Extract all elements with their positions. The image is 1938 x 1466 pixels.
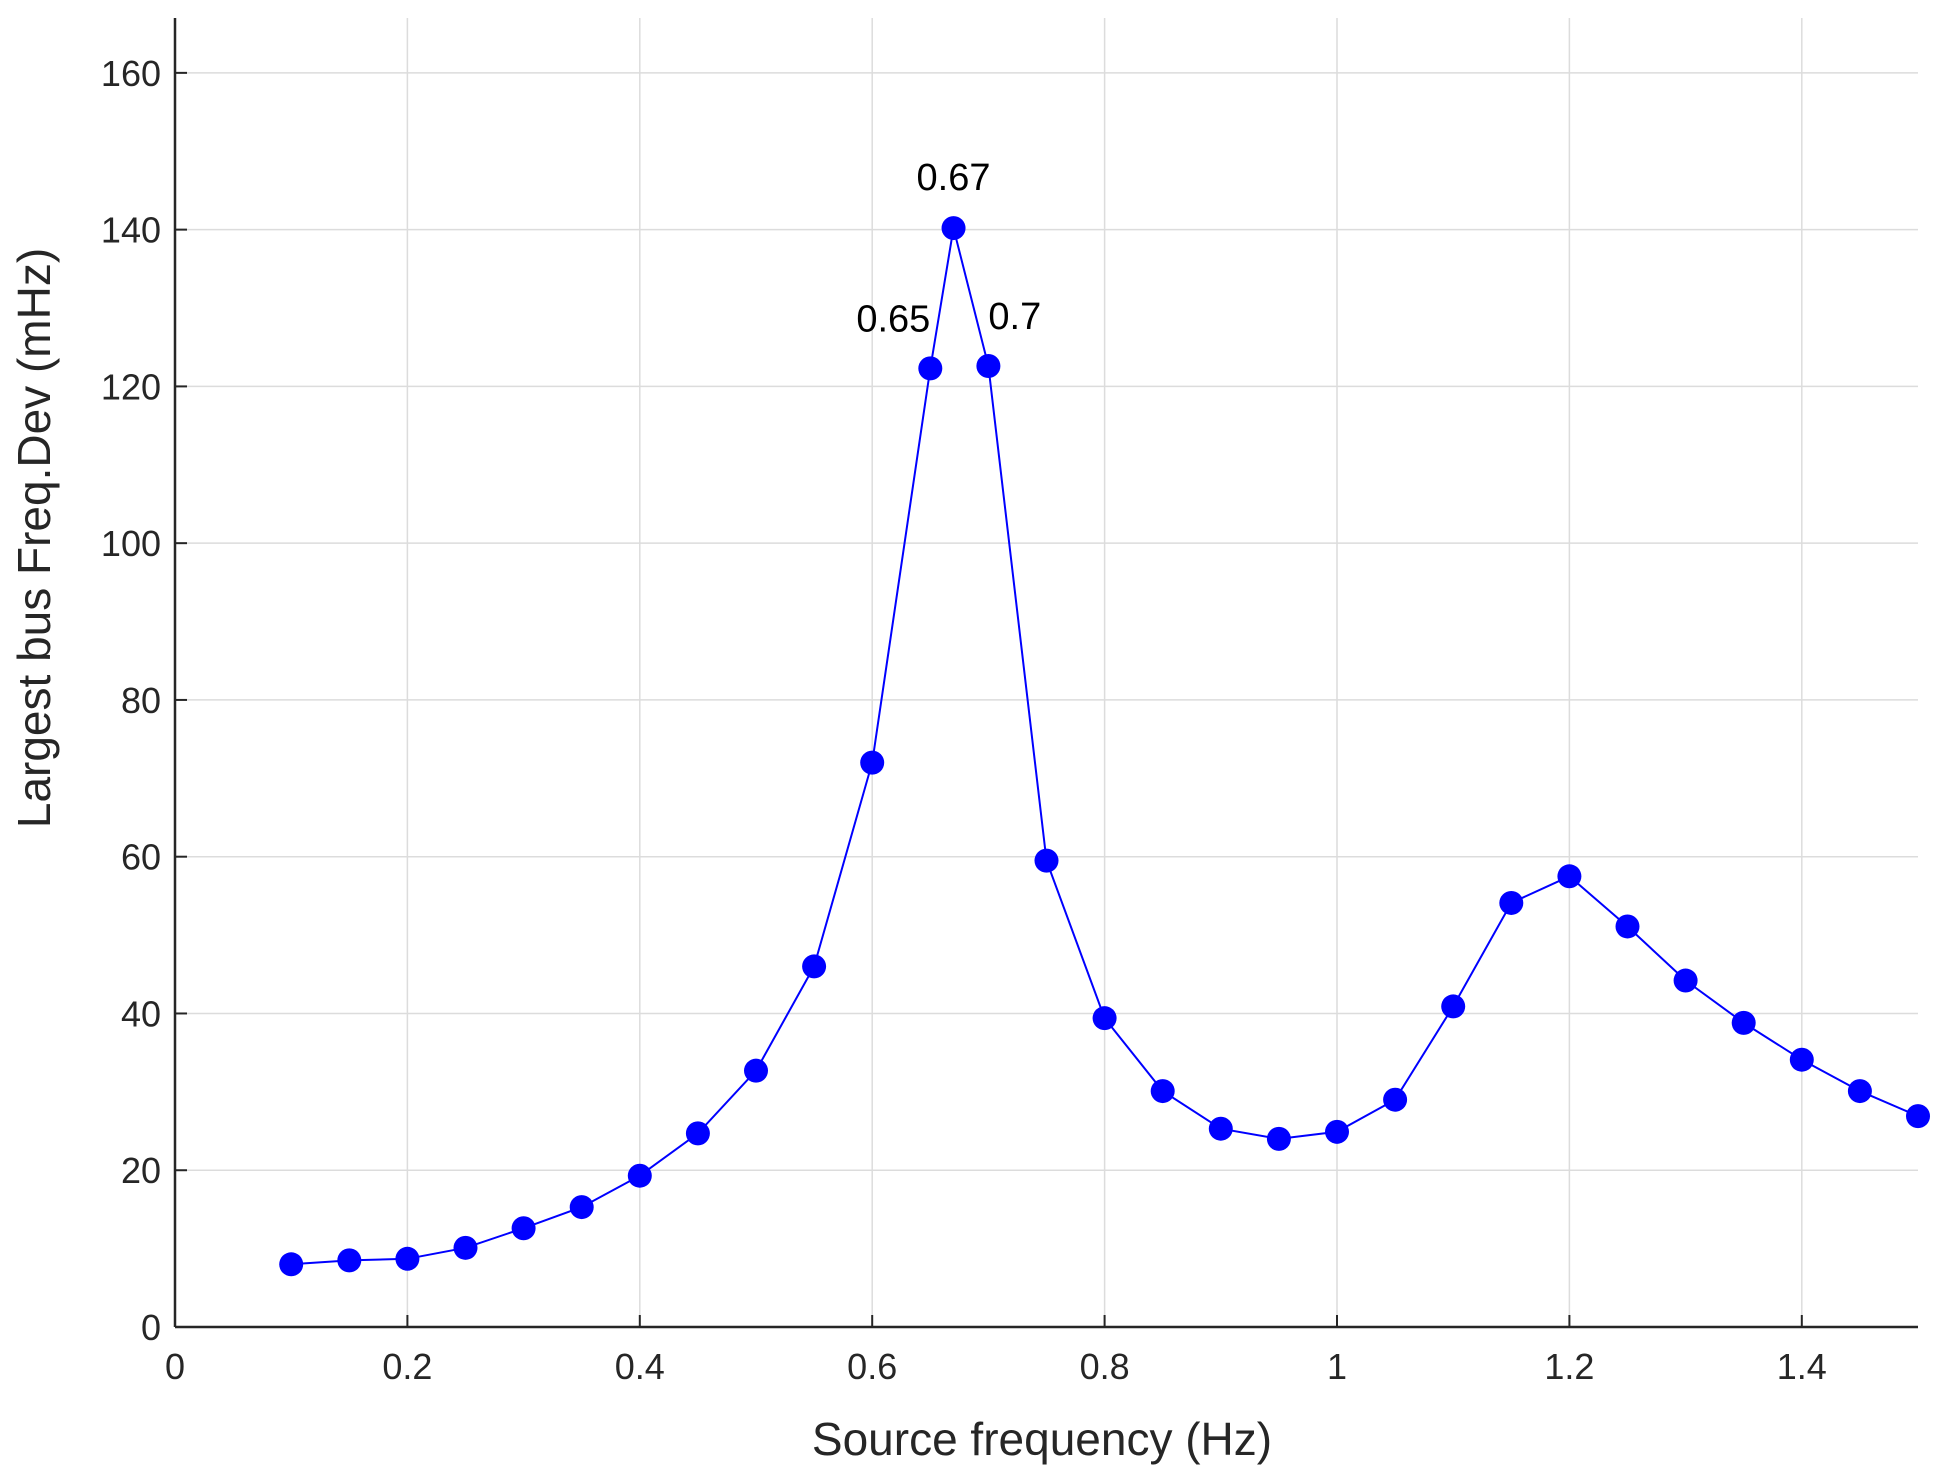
data-point <box>1673 968 1698 993</box>
data-label: 0.7 <box>988 296 1041 338</box>
data-label: 0.65 <box>856 298 930 340</box>
data-point <box>918 356 943 381</box>
data-point <box>1208 1116 1233 1141</box>
data-series <box>279 216 1930 1277</box>
data-point <box>569 1195 594 1220</box>
data-point <box>1847 1079 1872 1104</box>
data-point <box>802 954 827 979</box>
y-tick-label: 100 <box>101 523 161 564</box>
y-tick-label: 120 <box>101 366 161 407</box>
data-point <box>1557 864 1582 889</box>
data-point <box>1441 994 1466 1019</box>
data-point <box>1266 1126 1291 1151</box>
data-point <box>279 1252 304 1277</box>
data-point <box>1383 1087 1408 1112</box>
data-point <box>1034 848 1059 873</box>
data-markers <box>279 216 1930 1277</box>
x-tick-label: 0.4 <box>615 1346 665 1387</box>
data-point <box>860 750 885 775</box>
x-tick-label: 0 <box>165 1346 185 1387</box>
y-tick-label: 140 <box>101 210 161 251</box>
grid <box>175 18 1918 1327</box>
data-label: 0.67 <box>917 157 991 199</box>
annotations: 0.67 0.65 0.7 <box>856 157 1041 340</box>
x-axis-title: Source frequency (Hz) <box>812 1413 1272 1465</box>
data-point <box>511 1216 536 1241</box>
y-tick-label: 20 <box>121 1150 161 1191</box>
data-point <box>1325 1119 1349 1144</box>
y-tick-label: 40 <box>121 993 161 1034</box>
data-point <box>1789 1047 1814 1072</box>
x-tick-label: 1.4 <box>1777 1346 1827 1387</box>
data-point <box>1092 1006 1117 1031</box>
data-point <box>1731 1010 1756 1035</box>
data-point <box>941 216 966 241</box>
y-tick-label: 0 <box>141 1307 161 1348</box>
axes <box>173 18 1918 1329</box>
y-tick-label: 160 <box>101 53 161 94</box>
data-point <box>685 1121 710 1146</box>
data-point <box>1615 914 1640 939</box>
data-point <box>395 1246 420 1271</box>
y-axis-title: Largest bus Freq.Dev (mHz) <box>8 248 60 828</box>
x-tick-label: 1.2 <box>1544 1346 1594 1387</box>
data-point <box>976 354 1001 379</box>
data-point <box>1150 1079 1175 1104</box>
data-point <box>453 1235 478 1260</box>
data-point <box>627 1163 652 1188</box>
data-point <box>1906 1104 1930 1129</box>
data-point <box>1499 890 1524 915</box>
x-tick-label: 0.8 <box>1080 1346 1130 1387</box>
data-point <box>744 1058 768 1083</box>
x-tick-label: 0.6 <box>847 1346 897 1387</box>
x-tick-label: 0.2 <box>382 1346 432 1387</box>
tick-labels: 0 0.2 0.4 0.6 0.8 1 1.2 1.4 0 20 40 60 80 100 120 140 16… <box>101 53 1827 1387</box>
y-tick-label: 80 <box>121 680 161 721</box>
y-tick-label: 60 <box>121 837 161 878</box>
x-tick-label: 1 <box>1327 1346 1347 1387</box>
data-point <box>337 1248 362 1273</box>
